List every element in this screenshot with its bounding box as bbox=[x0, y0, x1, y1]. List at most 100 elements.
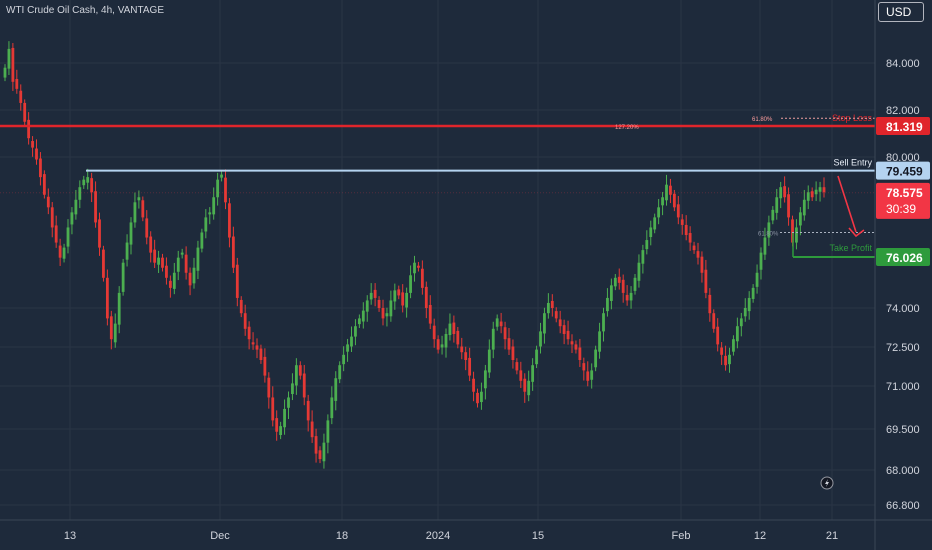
candle bbox=[153, 239, 157, 268]
candle-body bbox=[23, 102, 27, 122]
sell-arrow-head bbox=[848, 227, 865, 238]
candle-body bbox=[716, 326, 720, 345]
candle bbox=[535, 345, 538, 369]
candles-group bbox=[3, 41, 826, 469]
candle bbox=[511, 339, 515, 369]
candle bbox=[15, 69, 19, 94]
candle bbox=[385, 307, 389, 327]
candle bbox=[621, 274, 625, 303]
candle-body bbox=[157, 257, 160, 265]
candle-body bbox=[354, 326, 357, 337]
y-tick-label: 80.000 bbox=[886, 152, 920, 164]
candle-body bbox=[263, 356, 267, 376]
candle bbox=[369, 283, 373, 305]
stop-loss-price-tag: 81.319 bbox=[886, 120, 923, 134]
currency-button[interactable]: USD bbox=[878, 2, 924, 22]
candle bbox=[334, 371, 338, 411]
x-tick-label: 12 bbox=[754, 530, 766, 542]
candle-body bbox=[531, 365, 535, 382]
candle bbox=[491, 321, 495, 359]
candle bbox=[235, 257, 239, 307]
candle bbox=[590, 363, 594, 389]
candle bbox=[531, 358, 535, 391]
candle-body bbox=[310, 421, 314, 438]
candle bbox=[684, 215, 688, 241]
candle-body bbox=[259, 348, 263, 360]
candle-body bbox=[401, 292, 405, 306]
candle-body bbox=[771, 209, 775, 221]
candle bbox=[405, 287, 409, 318]
candle bbox=[251, 332, 255, 350]
candle bbox=[361, 302, 365, 329]
candle-body bbox=[507, 338, 511, 350]
candle bbox=[389, 290, 393, 322]
candle bbox=[397, 285, 401, 300]
candle-body bbox=[491, 328, 495, 350]
candle bbox=[669, 178, 672, 204]
candle bbox=[712, 309, 716, 333]
candle bbox=[487, 339, 491, 378]
y-tick-label: 74.000 bbox=[886, 303, 920, 315]
candle bbox=[121, 258, 125, 296]
candle bbox=[125, 234, 129, 267]
candle bbox=[19, 84, 23, 111]
candle bbox=[294, 358, 298, 395]
y-tick-label: 82.000 bbox=[886, 105, 920, 117]
candle bbox=[306, 394, 310, 432]
candle-body bbox=[231, 236, 235, 268]
candle-body bbox=[558, 319, 562, 327]
candle-body bbox=[590, 370, 594, 380]
time-axis[interactable]: 13 Dec 18 2024 15 Feb 12 21 bbox=[64, 530, 838, 542]
candle-body bbox=[743, 308, 747, 317]
candle bbox=[629, 286, 633, 309]
candle-body bbox=[322, 442, 326, 462]
candle-body bbox=[606, 297, 609, 312]
candle bbox=[523, 373, 527, 403]
candle bbox=[503, 321, 507, 350]
candle-body bbox=[346, 344, 349, 352]
candle-body bbox=[609, 285, 613, 301]
candle-body bbox=[326, 420, 330, 443]
candle-body bbox=[708, 294, 712, 314]
candle-body bbox=[625, 294, 629, 301]
candle bbox=[70, 207, 74, 235]
candle bbox=[594, 345, 598, 372]
price-axis[interactable]: 84.000 82.000 80.000 74.000 72.500 71.000 69.5… bbox=[886, 58, 920, 512]
candle bbox=[314, 428, 318, 463]
candle bbox=[767, 215, 771, 246]
candle-body bbox=[448, 323, 452, 336]
candle bbox=[649, 220, 653, 246]
candle-body bbox=[357, 318, 361, 325]
candle bbox=[157, 250, 160, 274]
candle bbox=[424, 281, 428, 319]
candle bbox=[263, 348, 267, 383]
candle-body bbox=[483, 370, 487, 389]
candle-body bbox=[377, 299, 381, 308]
candle-body bbox=[50, 207, 54, 228]
candle-body bbox=[196, 247, 200, 271]
candle bbox=[543, 307, 546, 344]
x-tick-label: 21 bbox=[826, 530, 838, 542]
candle-body bbox=[369, 292, 373, 300]
candle bbox=[578, 338, 582, 368]
candle-body bbox=[15, 78, 19, 89]
sell-entry-price-tag-bg bbox=[876, 161, 930, 180]
candle bbox=[625, 285, 629, 306]
candle-body bbox=[283, 408, 286, 428]
candle-body bbox=[653, 217, 657, 230]
candle bbox=[413, 255, 416, 282]
candle-body bbox=[216, 179, 220, 198]
candle bbox=[117, 286, 121, 334]
candle bbox=[326, 414, 330, 454]
candle bbox=[377, 296, 381, 312]
candle bbox=[192, 257, 196, 289]
candle-body bbox=[413, 262, 416, 274]
candle-body bbox=[633, 277, 637, 291]
candle-body bbox=[523, 378, 527, 392]
lightning-icon[interactable] bbox=[820, 476, 834, 490]
level-label: Stop Loss bbox=[832, 113, 873, 123]
candle-body bbox=[239, 299, 243, 314]
candle-body bbox=[102, 249, 105, 278]
candle bbox=[279, 421, 283, 440]
